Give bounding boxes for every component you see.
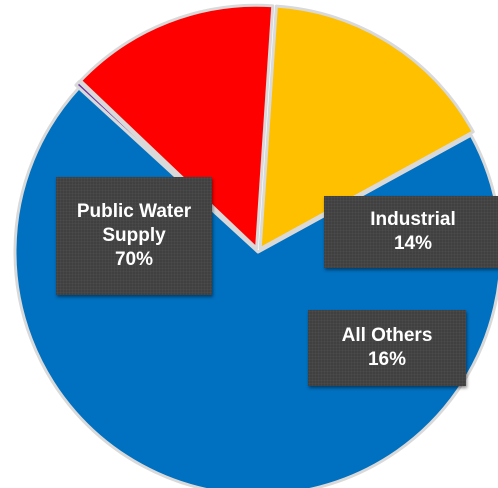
data-label-public-water-supply-percent: 70% [114, 249, 154, 271]
data-label-all-others-percent: 16% [367, 349, 407, 370]
data-label-all-others-name: All Others [341, 324, 433, 346]
data-label-industrial: Industrial 14% [324, 196, 498, 268]
data-label-industrial-name: Industrial [370, 208, 456, 230]
data-label-industrial-percent: 14% [393, 233, 432, 254]
data-label-public-water-supply: Public Water Supply 70% [56, 177, 212, 295]
data-label-public-water-supply-line-1: Public Water [76, 200, 192, 222]
data-label-public-water-supply-line-2: Supply [102, 224, 166, 246]
data-label-all-others: All Others 16% [308, 310, 466, 386]
pie-slice-industrial [79, 3, 275, 250]
pie-slice-all-others [258, 4, 475, 251]
